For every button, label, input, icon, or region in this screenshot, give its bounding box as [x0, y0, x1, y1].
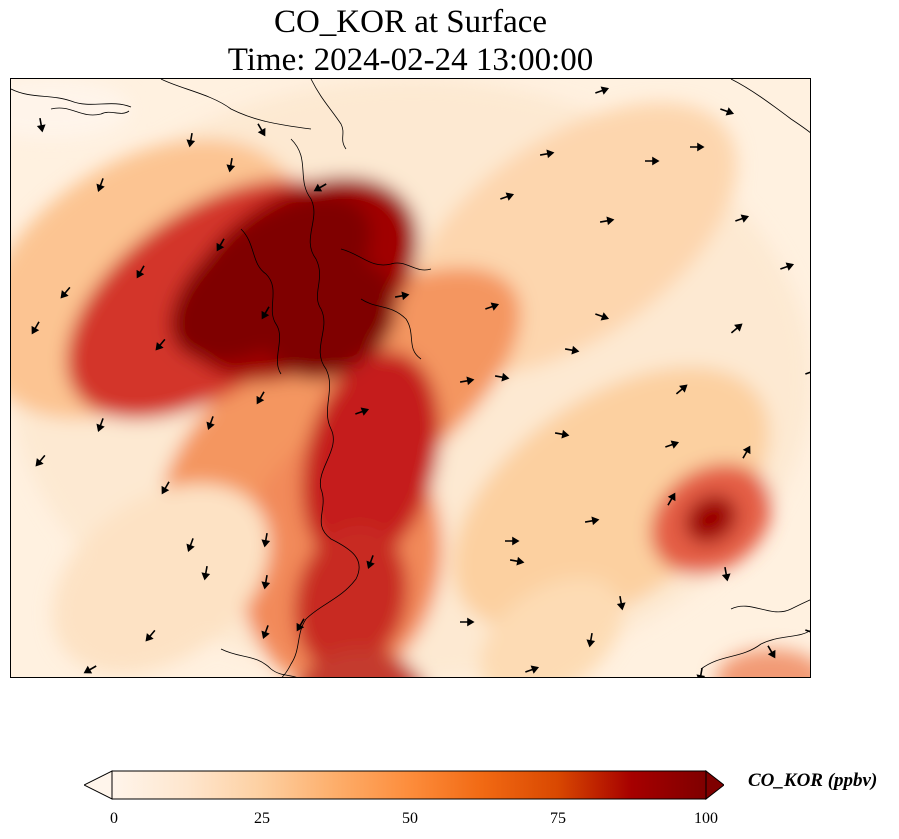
- wind-arrow: [494, 372, 510, 382]
- colorbar-tick-label: 100: [694, 810, 718, 827]
- wind-arrow: [735, 214, 750, 223]
- wind-arrow: [261, 574, 271, 590]
- colorbar-extend-low: [82, 770, 113, 800]
- wind-arrow: [595, 86, 610, 95]
- wind-arrow: [505, 536, 520, 546]
- concentration-patch: [716, 649, 810, 677]
- wind-arrow: [690, 142, 705, 152]
- wind-arrow: [96, 418, 105, 433]
- wind-arrow: [83, 665, 97, 674]
- concentration-patch: [301, 649, 421, 677]
- wind-arrow: [667, 492, 676, 506]
- colorbar-tick-label: 0: [110, 810, 118, 827]
- colorbar-tick-label: 75: [550, 810, 566, 827]
- wind-arrow: [805, 628, 810, 637]
- wind-arrow: [355, 407, 370, 416]
- wind-arrow: [696, 667, 706, 677]
- wind-arrow: [564, 345, 580, 355]
- concentration-patch: [265, 258, 397, 380]
- coastlines: [11, 79, 810, 677]
- wind-arrow: [136, 265, 145, 279]
- wind-arrow: [539, 149, 555, 159]
- wind-arrow: [206, 416, 215, 431]
- wind-arrow: [599, 216, 615, 226]
- colorbar-tick-label: 25: [254, 810, 270, 827]
- wind-arrow: [780, 262, 795, 271]
- wind-arrow: [721, 566, 731, 582]
- wind-arrow: [31, 321, 40, 335]
- wind-arrow: [313, 183, 327, 192]
- wind-arrow: [584, 516, 600, 526]
- concentration-patch: [52, 483, 270, 675]
- concentration-patch: [685, 494, 737, 544]
- concentration-field: [11, 79, 810, 677]
- wind-arrow: [36, 117, 46, 133]
- colorbar-tick-label: 50: [402, 810, 418, 827]
- concentration-patch: [294, 525, 408, 673]
- wind-arrow: [645, 156, 660, 166]
- wind-vector-arrows: [31, 86, 810, 677]
- concentration-blobs: [11, 79, 810, 677]
- wind-arrow: [509, 556, 525, 566]
- wind-arrow: [366, 555, 375, 570]
- wind-arrow: [186, 538, 195, 553]
- wind-arrow: [226, 157, 236, 173]
- wind-arrow: [460, 617, 475, 627]
- map-time-subtitle: Time: 2024-02-24 13:00:00: [227, 42, 594, 78]
- wind-arrow: [394, 291, 410, 301]
- wind-arrow: [96, 178, 105, 193]
- concentration-patch: [302, 351, 440, 567]
- map-panel: [10, 78, 811, 678]
- wind-arrow: [459, 376, 475, 386]
- wind-arrow: [296, 618, 305, 632]
- wind-arrow: [805, 367, 810, 376]
- colorbar: [82, 769, 725, 801]
- map-title: CO_KOR at Surface: [273, 4, 548, 40]
- colorbar-svg: [82, 769, 725, 801]
- wind-arrow: [257, 123, 266, 137]
- wind-arrow: [201, 565, 211, 581]
- colorbar-label: CO_KOR (ppbv): [748, 770, 878, 791]
- wind-arrow: [616, 595, 626, 611]
- colorbar-gradient: [111, 770, 707, 800]
- wind-arrow: [155, 338, 166, 351]
- wind-arrow: [261, 532, 271, 548]
- concentration-patch: [452, 367, 770, 631]
- concentration-patch: [479, 577, 623, 677]
- wind-arrow: [665, 440, 680, 449]
- wind-arrow: [586, 632, 596, 648]
- wind-arrow: [525, 665, 540, 674]
- wind-arrow: [485, 302, 500, 311]
- wind-arrow: [186, 132, 196, 148]
- colorbar-extend-high: [705, 769, 725, 801]
- wind-arrow: [730, 323, 743, 334]
- wind-arrow: [742, 445, 751, 459]
- wind-arrow: [145, 629, 156, 642]
- wind-arrow: [767, 645, 776, 659]
- wind-arrow: [675, 384, 688, 395]
- wind-arrow: [216, 238, 225, 252]
- wind-arrow: [720, 107, 735, 116]
- wind-arrow: [60, 286, 71, 299]
- wind-arrow: [595, 312, 610, 321]
- concentration-patch: [170, 196, 372, 362]
- wind-arrow: [261, 625, 270, 640]
- wind-arrow: [554, 429, 570, 439]
- wind-arrow: [161, 481, 170, 495]
- wind-arrow: [261, 306, 270, 320]
- wind-arrow: [256, 391, 265, 405]
- wind-arrow: [35, 454, 46, 467]
- wind-arrow: [500, 192, 515, 201]
